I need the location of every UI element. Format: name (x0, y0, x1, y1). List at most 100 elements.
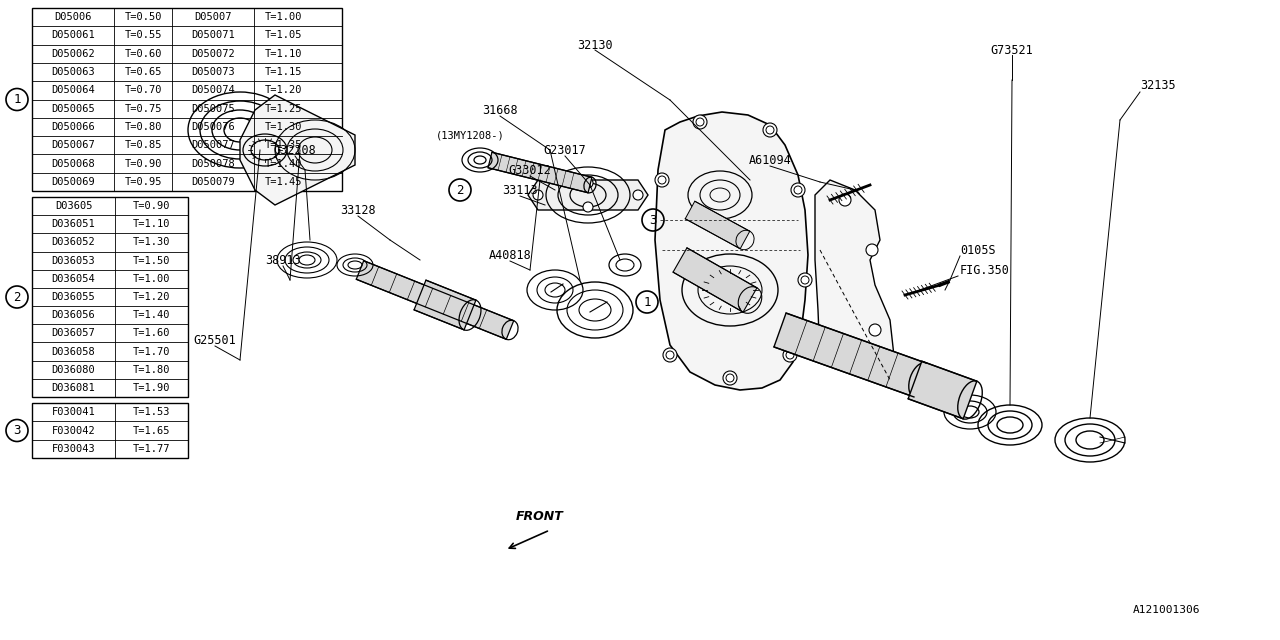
Text: T=0.80: T=0.80 (124, 122, 161, 132)
Text: D050071: D050071 (191, 31, 234, 40)
Polygon shape (488, 152, 591, 193)
Text: D036051: D036051 (51, 220, 96, 229)
Text: D050079: D050079 (191, 177, 234, 187)
Text: 33113: 33113 (502, 184, 538, 196)
Text: T=1.70: T=1.70 (133, 346, 170, 356)
Text: A61094: A61094 (749, 154, 791, 166)
Text: T=1.45: T=1.45 (264, 177, 302, 187)
Text: 32135: 32135 (1140, 79, 1175, 92)
Text: FRONT: FRONT (516, 510, 564, 523)
Text: 1: 1 (13, 93, 20, 106)
Circle shape (663, 348, 677, 362)
Text: D050077: D050077 (191, 140, 234, 150)
Text: T=0.65: T=0.65 (124, 67, 161, 77)
Text: D050065: D050065 (51, 104, 95, 114)
Bar (32, 8, 342, 191)
Text: 2: 2 (13, 291, 20, 303)
Circle shape (869, 324, 881, 336)
Text: T=1.53: T=1.53 (133, 407, 170, 417)
Text: D03605: D03605 (55, 201, 92, 211)
Text: T=1.80: T=1.80 (133, 365, 170, 375)
Text: 3: 3 (649, 214, 657, 227)
Text: G25501: G25501 (193, 333, 237, 346)
Text: T=1.05: T=1.05 (264, 31, 302, 40)
Circle shape (836, 349, 849, 361)
Circle shape (763, 123, 777, 137)
Text: D050076: D050076 (191, 122, 234, 132)
Text: T=1.77: T=1.77 (133, 444, 170, 454)
Text: D05006: D05006 (54, 12, 92, 22)
Text: T=1.65: T=1.65 (133, 426, 170, 435)
Text: 2: 2 (456, 184, 463, 196)
Polygon shape (655, 112, 808, 390)
Text: T=0.70: T=0.70 (124, 85, 161, 95)
Text: (13MY1208-): (13MY1208-) (435, 130, 504, 140)
Circle shape (797, 273, 812, 287)
Circle shape (582, 178, 593, 188)
Text: D050073: D050073 (191, 67, 234, 77)
Circle shape (723, 371, 737, 385)
Text: T=1.00: T=1.00 (264, 12, 302, 22)
Polygon shape (413, 280, 476, 330)
Text: D036058: D036058 (51, 346, 96, 356)
Text: T=1.90: T=1.90 (133, 383, 170, 393)
Text: F030043: F030043 (51, 444, 96, 454)
Text: D036052: D036052 (51, 237, 96, 248)
Text: D050067: D050067 (51, 140, 95, 150)
Text: D050063: D050063 (51, 67, 95, 77)
Polygon shape (241, 95, 355, 205)
Text: D050069: D050069 (51, 177, 95, 187)
Text: T=1.10: T=1.10 (264, 49, 302, 59)
Text: T=0.50: T=0.50 (124, 12, 161, 22)
Text: D036055: D036055 (51, 292, 96, 302)
Polygon shape (529, 180, 648, 210)
Polygon shape (356, 260, 513, 339)
Text: D050062: D050062 (51, 49, 95, 59)
Text: A121001306: A121001306 (1133, 605, 1201, 615)
Text: T=1.35: T=1.35 (264, 140, 302, 150)
Text: G32208: G32208 (274, 143, 316, 157)
Polygon shape (909, 361, 977, 419)
Text: 0105S: 0105S (960, 243, 996, 257)
Text: T=0.95: T=0.95 (124, 177, 161, 187)
Text: T=1.50: T=1.50 (133, 255, 170, 266)
Text: G73521: G73521 (991, 44, 1033, 56)
Text: D050064: D050064 (51, 85, 95, 95)
Circle shape (791, 183, 805, 197)
Text: T=0.75: T=0.75 (124, 104, 161, 114)
Text: 33128: 33128 (340, 204, 376, 216)
Text: D036053: D036053 (51, 255, 96, 266)
Text: D050066: D050066 (51, 122, 95, 132)
Text: F030042: F030042 (51, 426, 96, 435)
Text: T=0.90: T=0.90 (133, 201, 170, 211)
Polygon shape (685, 201, 750, 249)
Text: D036057: D036057 (51, 328, 96, 339)
Text: T=1.15: T=1.15 (264, 67, 302, 77)
Text: T=0.85: T=0.85 (124, 140, 161, 150)
Text: T=0.60: T=0.60 (124, 49, 161, 59)
Text: T=1.60: T=1.60 (133, 328, 170, 339)
Text: 3: 3 (13, 424, 20, 437)
Text: T=1.00: T=1.00 (133, 274, 170, 284)
Bar (32, 197, 188, 397)
Text: T=0.55: T=0.55 (124, 31, 161, 40)
Circle shape (867, 244, 878, 256)
Circle shape (532, 190, 543, 200)
Circle shape (692, 115, 707, 129)
Text: 1: 1 (644, 296, 650, 308)
Circle shape (582, 202, 593, 212)
Text: D036054: D036054 (51, 274, 96, 284)
Text: T=1.30: T=1.30 (264, 122, 302, 132)
Text: D050078: D050078 (191, 159, 234, 168)
Text: D036056: D036056 (51, 310, 96, 320)
Text: T=1.20: T=1.20 (264, 85, 302, 95)
Text: T=1.30: T=1.30 (133, 237, 170, 248)
Text: FIG.350: FIG.350 (960, 264, 1010, 276)
Text: T=1.40: T=1.40 (264, 159, 302, 168)
Text: D036081: D036081 (51, 383, 96, 393)
Circle shape (838, 194, 851, 206)
Circle shape (783, 348, 797, 362)
Text: 38913: 38913 (265, 253, 301, 266)
Text: T=1.10: T=1.10 (133, 220, 170, 229)
Text: T=1.25: T=1.25 (264, 104, 302, 114)
